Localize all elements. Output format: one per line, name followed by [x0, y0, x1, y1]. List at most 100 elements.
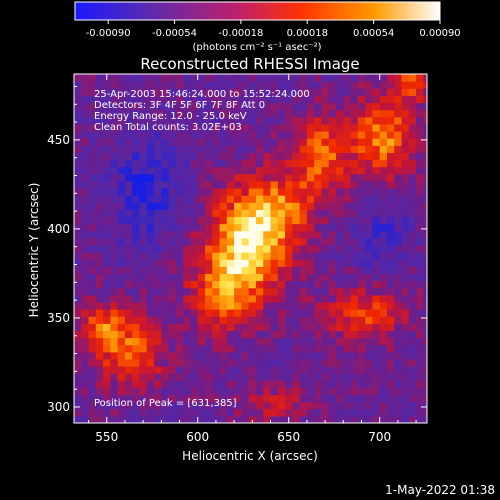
heatmap-cell	[343, 323, 352, 332]
heatmap-cell	[350, 316, 359, 324]
heatmap-cell	[314, 244, 323, 253]
heatmap-cell	[175, 344, 184, 353]
heatmap-cell	[314, 294, 323, 303]
heatmap-cell	[95, 116, 104, 125]
heatmap-cell	[74, 145, 82, 153]
heatmap-cell	[263, 130, 272, 139]
heatmap-cell	[328, 195, 337, 203]
heatmap-cell	[154, 74, 162, 82]
heatmap-cell	[175, 358, 184, 367]
heatmap-cell	[205, 159, 213, 168]
heatmap-cell	[132, 394, 141, 403]
heatmap-cell	[132, 259, 141, 267]
heatmap-cell	[81, 81, 90, 89]
heatmap-cell	[285, 344, 293, 353]
heatmap-cell	[139, 401, 148, 410]
heatmap-cell	[248, 130, 257, 139]
heatmap-cell	[299, 202, 308, 210]
heatmap-cell	[423, 138, 427, 146]
heatmap-cell	[139, 344, 148, 353]
heatmap-cell	[343, 344, 352, 353]
heatmap-cell	[336, 74, 344, 82]
heatmap-cell	[255, 380, 264, 388]
heatmap-cell	[124, 380, 133, 388]
heatmap-cell	[394, 394, 403, 403]
heatmap-cell	[146, 273, 155, 282]
heatmap-cell	[132, 358, 141, 367]
heatmap-cell	[234, 415, 243, 423]
heatmap-cell	[270, 88, 279, 96]
heatmap-cell	[88, 294, 97, 303]
heatmap-cell	[110, 259, 119, 267]
heatmap-cell	[292, 309, 301, 317]
heatmap-cell	[74, 81, 82, 89]
heatmap-cell	[270, 130, 279, 139]
heatmap-cell	[110, 294, 119, 303]
heatmap-cell	[357, 259, 366, 267]
heatmap-cell	[292, 244, 301, 253]
heatmap-cell	[365, 380, 374, 388]
heatmap-cell	[132, 230, 141, 239]
heatmap-cell	[103, 294, 111, 303]
heatmap-cell	[386, 323, 395, 332]
heatmap-cell	[95, 380, 104, 388]
heatmap-cell	[81, 223, 90, 232]
heatmap-cell	[365, 230, 374, 239]
heatmap-cell	[74, 273, 82, 282]
heatmap-cell	[277, 252, 286, 260]
heatmap-cell	[277, 173, 286, 182]
heatmap-cell	[321, 102, 330, 111]
heatmap-cell	[234, 88, 243, 96]
heatmap-cell	[285, 130, 293, 139]
heatmap-cell	[321, 187, 330, 196]
heatmap-cell	[314, 387, 323, 396]
heatmap-cell	[285, 408, 293, 417]
heatmap-cell	[401, 202, 410, 210]
heatmap-cell	[241, 230, 250, 239]
heatmap-cell	[299, 380, 308, 388]
heatmap-cell	[117, 116, 126, 125]
heatmap-cell	[139, 130, 148, 139]
heatmap-cell	[95, 202, 104, 210]
heatmap-cell	[372, 266, 381, 275]
heatmap-cell	[212, 351, 221, 360]
heatmap-cell	[183, 187, 192, 196]
heatmap-cell	[248, 316, 257, 324]
heatmap-cell	[263, 323, 272, 332]
heatmap-cell	[168, 323, 177, 332]
heatmap-cell	[336, 237, 344, 246]
heatmap-cell	[416, 273, 424, 282]
heatmap-cell	[197, 81, 206, 89]
heatmap-cell	[321, 195, 330, 203]
heatmap-cell	[117, 266, 126, 275]
heatmap-cell	[314, 145, 323, 153]
heatmap-cell	[372, 287, 381, 296]
heatmap-cell	[161, 74, 170, 82]
heatmap-cell	[132, 401, 141, 410]
heatmap-cell	[190, 387, 199, 396]
peak-position-label: Position of Peak = [631,385]	[94, 398, 237, 409]
heatmap-cell	[81, 287, 90, 296]
heatmap-cell	[117, 373, 126, 381]
heatmap-cell	[226, 373, 235, 381]
heatmap-cell	[132, 109, 141, 118]
heatmap-cell	[241, 88, 250, 96]
heatmap-cell	[88, 301, 97, 310]
heatmap-cell	[321, 280, 330, 289]
heatmap-cell	[386, 309, 395, 317]
heatmap-cell	[270, 415, 279, 423]
heatmap-cell	[285, 138, 293, 146]
heatmap-cell	[314, 187, 323, 196]
heatmap-cell	[197, 366, 206, 374]
heatmap-cell	[183, 74, 192, 82]
heatmap-cell	[117, 301, 126, 310]
heatmap-cell	[154, 323, 162, 332]
heatmap-cell	[416, 252, 424, 260]
heatmap-cell	[241, 195, 250, 203]
heatmap-cell	[88, 209, 97, 218]
heatmap-cell	[139, 337, 148, 346]
heatmap-cell	[336, 202, 344, 210]
heatmap-cell	[146, 130, 155, 139]
colorbar-tick-label: 0.00054	[353, 28, 394, 39]
heatmap-cell	[146, 330, 155, 339]
